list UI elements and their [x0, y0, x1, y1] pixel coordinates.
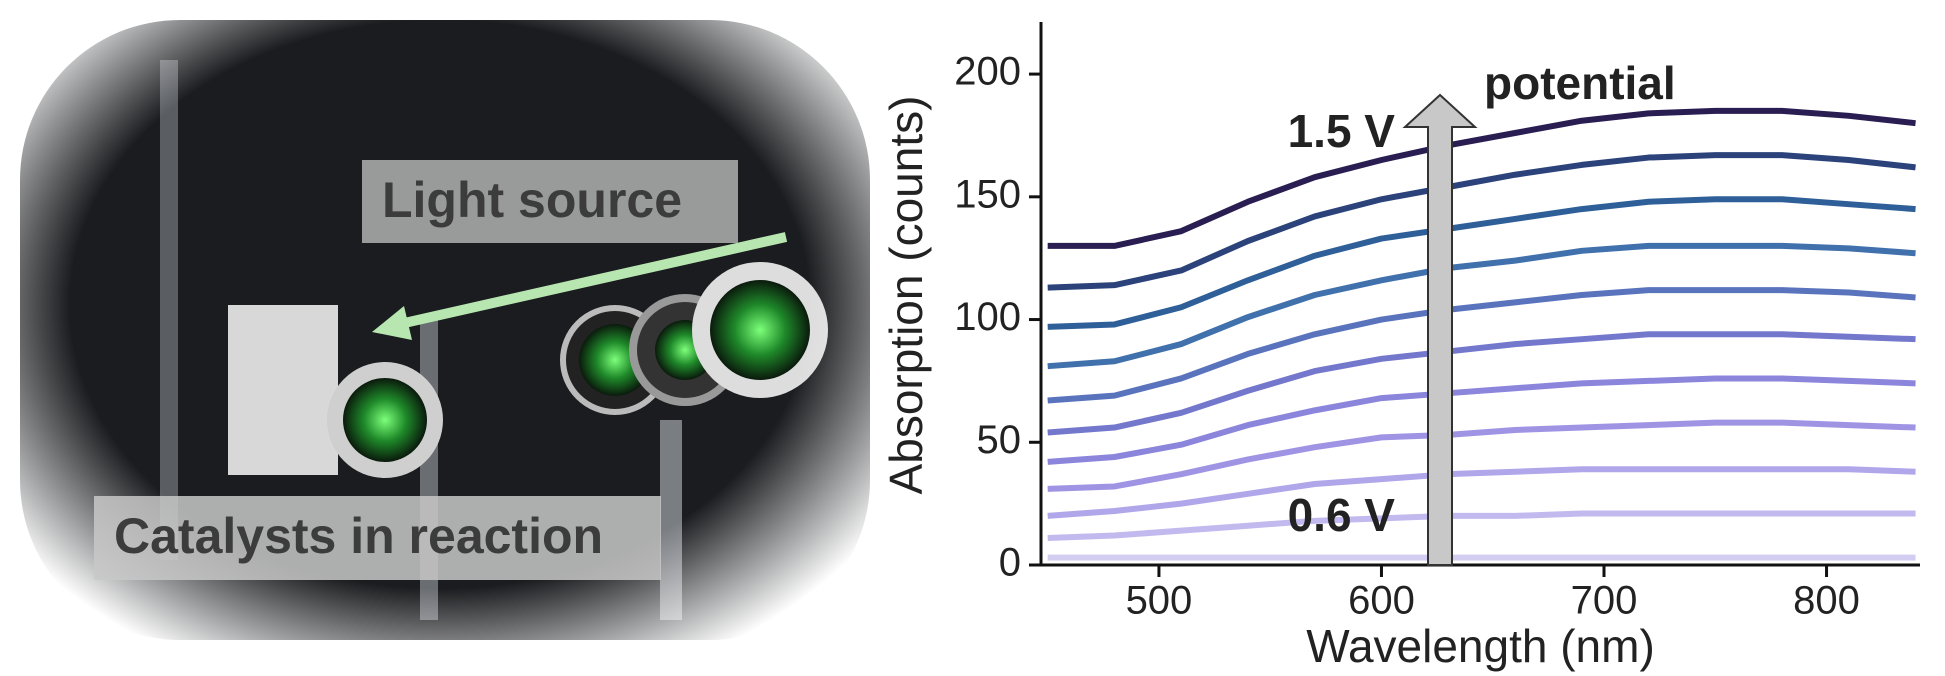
annotation: potential [1484, 57, 1676, 109]
pointer-arrow [398, 232, 788, 329]
y-axis-label: Absorption (counts) [880, 96, 932, 495]
spectrum-line [1047, 242, 1916, 370]
annotation: 1.5 V [1288, 105, 1396, 157]
x-tick-label: 600 [1348, 579, 1415, 623]
spectrum-line [1047, 196, 1916, 330]
x-tick-label: 700 [1571, 579, 1638, 623]
spectrum-line [1047, 152, 1916, 291]
y-tick-label: 100 [954, 295, 1021, 339]
spectrum-line [1047, 419, 1916, 492]
pointer-arrowhead [372, 306, 412, 340]
spectrum-line [1047, 466, 1916, 519]
label-box [94, 496, 661, 580]
x-tick-label: 800 [1793, 579, 1860, 623]
spectrum-line [1047, 375, 1916, 465]
y-tick-label: 0 [999, 541, 1021, 585]
chart: 0 50 100 150 200 500 600 700 800 Wavelength (nm) A… [880, 22, 1920, 672]
y-tick-label: 150 [954, 172, 1021, 216]
x-tick-label: 500 [1126, 579, 1193, 623]
spectrum-line [1047, 510, 1916, 541]
photo: Light source Catalysts in reaction [0, 0, 880, 676]
annotation: 0.6 V [1288, 489, 1396, 541]
photo-label: Light source [382, 172, 682, 228]
y-tick-label: 50 [977, 418, 1022, 462]
photo-label: Catalysts in reaction [114, 508, 603, 564]
spectrum-line [1047, 331, 1916, 436]
spectrum-line [1047, 107, 1916, 249]
label-box [362, 160, 738, 243]
x-axis-label: Wavelength (nm) [1306, 620, 1655, 672]
spectrum-line [1047, 287, 1916, 404]
potential-arrow [1402, 93, 1478, 566]
y-tick-label: 200 [954, 50, 1021, 94]
